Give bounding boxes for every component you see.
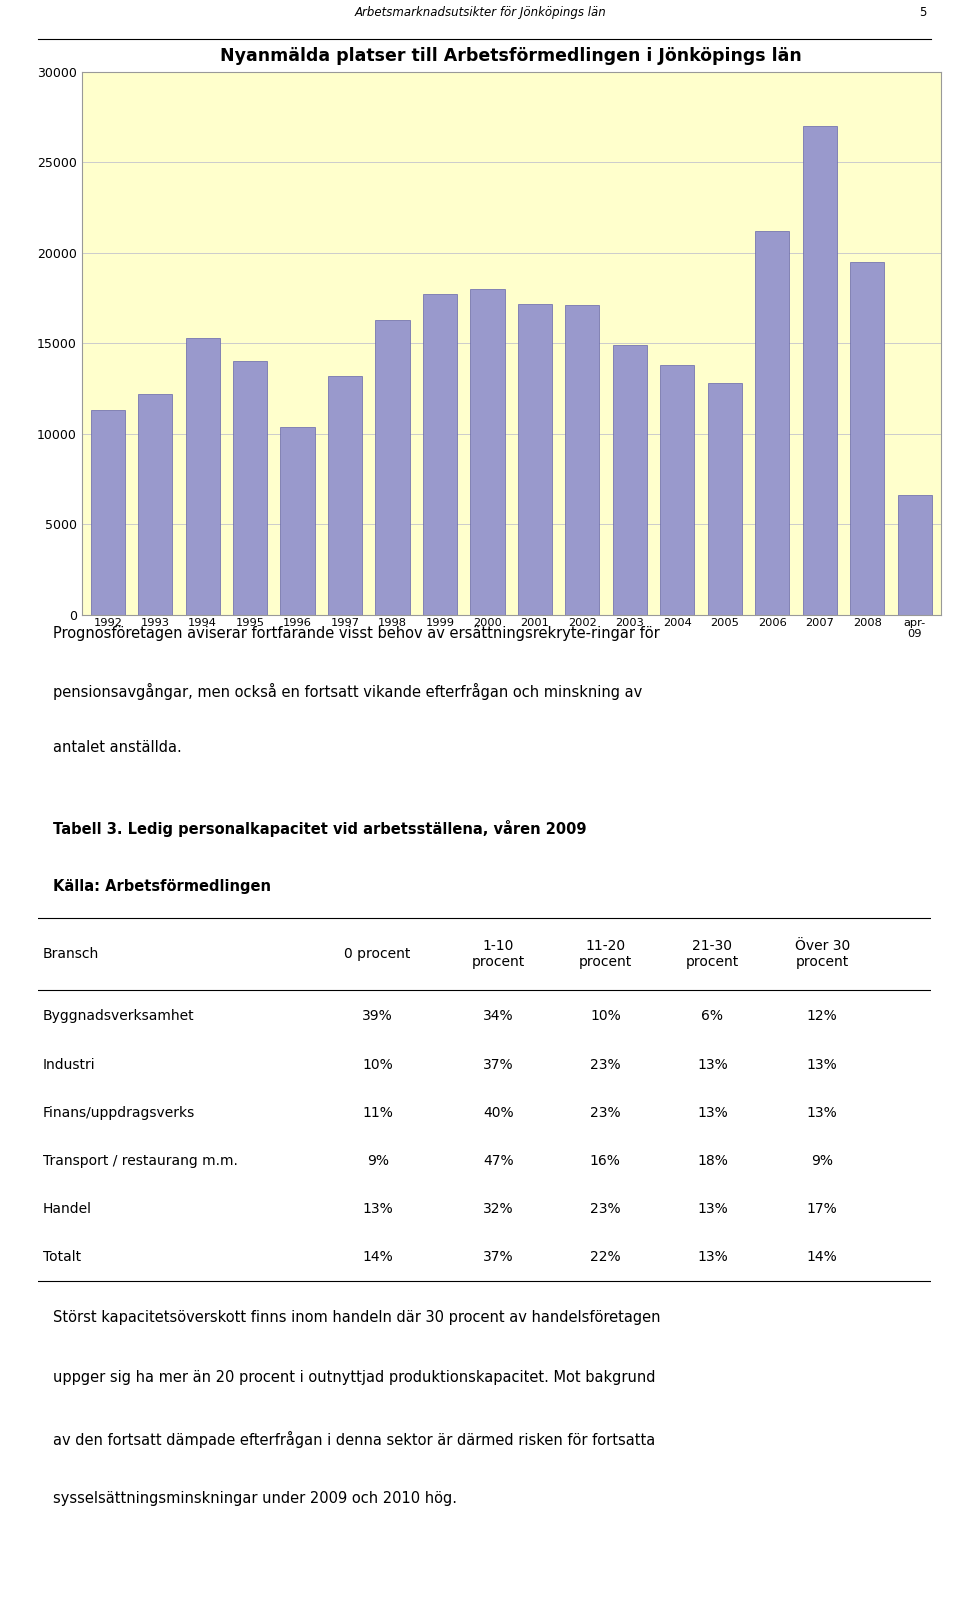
Bar [233, 361, 267, 615]
Bar [470, 289, 505, 615]
Text: 13%: 13% [362, 1203, 393, 1215]
Text: Arbetsmarknadsutsikter för Jönköpings län: Arbetsmarknadsutsikter för Jönköpings lä… [354, 6, 606, 19]
Text: 10%: 10% [590, 1009, 621, 1024]
Text: antalet anställda.: antalet anställda. [53, 739, 181, 755]
Bar [756, 232, 789, 615]
Bar [280, 426, 315, 615]
Text: 40%: 40% [483, 1105, 514, 1119]
Text: Bransch: Bransch [43, 947, 99, 961]
Text: Tabell 3. Ledig personalkapacitet vid arbetsställena, våren 2009: Tabell 3. Ledig personalkapacitet vid ar… [53, 819, 587, 837]
Bar [375, 319, 410, 615]
Text: 14%: 14% [362, 1250, 393, 1263]
Bar [803, 126, 837, 615]
Text: 13%: 13% [807, 1057, 838, 1072]
Bar [185, 339, 220, 615]
Text: Störst kapacitetsöverskott finns inom handeln där 30 procent av handelsföretagen: Störst kapacitetsöverskott finns inom ha… [53, 1310, 660, 1324]
Bar [517, 303, 552, 615]
Text: 39%: 39% [362, 1009, 393, 1024]
Text: 13%: 13% [697, 1057, 728, 1072]
Bar [612, 345, 647, 615]
Bar [90, 410, 125, 615]
Text: Totalt: Totalt [43, 1250, 81, 1263]
Text: uppger sig ha mer än 20 procent i outnyttjad produktionskapacitet. Mot bakgrund: uppger sig ha mer än 20 procent i outnyt… [53, 1370, 656, 1385]
Text: 0 procent: 0 procent [345, 947, 411, 961]
Text: 12%: 12% [807, 1009, 838, 1024]
Text: sysselsättningsminskningar under 2009 och 2010 hög.: sysselsättningsminskningar under 2009 oc… [53, 1492, 457, 1506]
Text: 17%: 17% [807, 1203, 838, 1215]
Text: 13%: 13% [697, 1250, 728, 1263]
Text: Källa: Arbetsförmedlingen: Källa: Arbetsförmedlingen [53, 878, 271, 894]
Text: 16%: 16% [589, 1153, 621, 1167]
Text: 34%: 34% [483, 1009, 514, 1024]
Bar [328, 375, 362, 615]
Bar [423, 294, 457, 615]
Text: 32%: 32% [483, 1203, 514, 1215]
Text: 10%: 10% [362, 1057, 393, 1072]
Text: 13%: 13% [807, 1105, 838, 1119]
Text: 37%: 37% [483, 1057, 514, 1072]
Text: 18%: 18% [697, 1153, 728, 1167]
Text: 11%: 11% [362, 1105, 393, 1119]
Text: 23%: 23% [590, 1105, 621, 1119]
Bar [138, 394, 172, 615]
Text: Handel: Handel [43, 1203, 92, 1215]
Text: 23%: 23% [590, 1057, 621, 1072]
Text: Industri: Industri [43, 1057, 95, 1072]
Text: 37%: 37% [483, 1250, 514, 1263]
Bar [898, 495, 932, 615]
Text: Byggnadsverksamhet: Byggnadsverksamhet [43, 1009, 195, 1024]
Text: 11-20
procent: 11-20 procent [579, 939, 632, 969]
Title: Nyanmälda platser till Arbetsförmedlingen i Jönköpings län: Nyanmälda platser till Arbetsförmedlinge… [221, 46, 802, 65]
Text: 9%: 9% [811, 1153, 833, 1167]
Text: 22%: 22% [590, 1250, 621, 1263]
Text: 1-10
procent: 1-10 procent [471, 939, 525, 969]
Text: 6%: 6% [702, 1009, 724, 1024]
Bar [565, 305, 599, 615]
Text: 47%: 47% [483, 1153, 514, 1167]
Text: av den fortsatt dämpade efterfrågan i denna sektor är därmed risken för fortsatt: av den fortsatt dämpade efterfrågan i de… [53, 1431, 655, 1448]
Bar [851, 262, 884, 615]
Text: 21-30
procent: 21-30 procent [685, 939, 739, 969]
Bar [660, 366, 694, 615]
Text: Transport / restaurang m.m.: Transport / restaurang m.m. [43, 1153, 238, 1167]
Text: Prognosföretagen aviserar fortfarande visst behov av ersättningsrekryte-ringar f: Prognosföretagen aviserar fortfarande vi… [53, 626, 660, 640]
Text: 5: 5 [919, 6, 926, 19]
Text: 23%: 23% [590, 1203, 621, 1215]
Text: Över 30
procent: Över 30 procent [795, 939, 850, 969]
Text: 13%: 13% [697, 1203, 728, 1215]
Text: 14%: 14% [807, 1250, 838, 1263]
Bar [708, 383, 742, 615]
Text: 9%: 9% [367, 1153, 389, 1167]
Text: 13%: 13% [697, 1105, 728, 1119]
Text: Finans/uppdragsverks: Finans/uppdragsverks [43, 1105, 195, 1119]
Text: pensionsavgångar, men också en fortsatt vikande efterfrågan och minskning av: pensionsavgångar, men också en fortsatt … [53, 684, 642, 699]
